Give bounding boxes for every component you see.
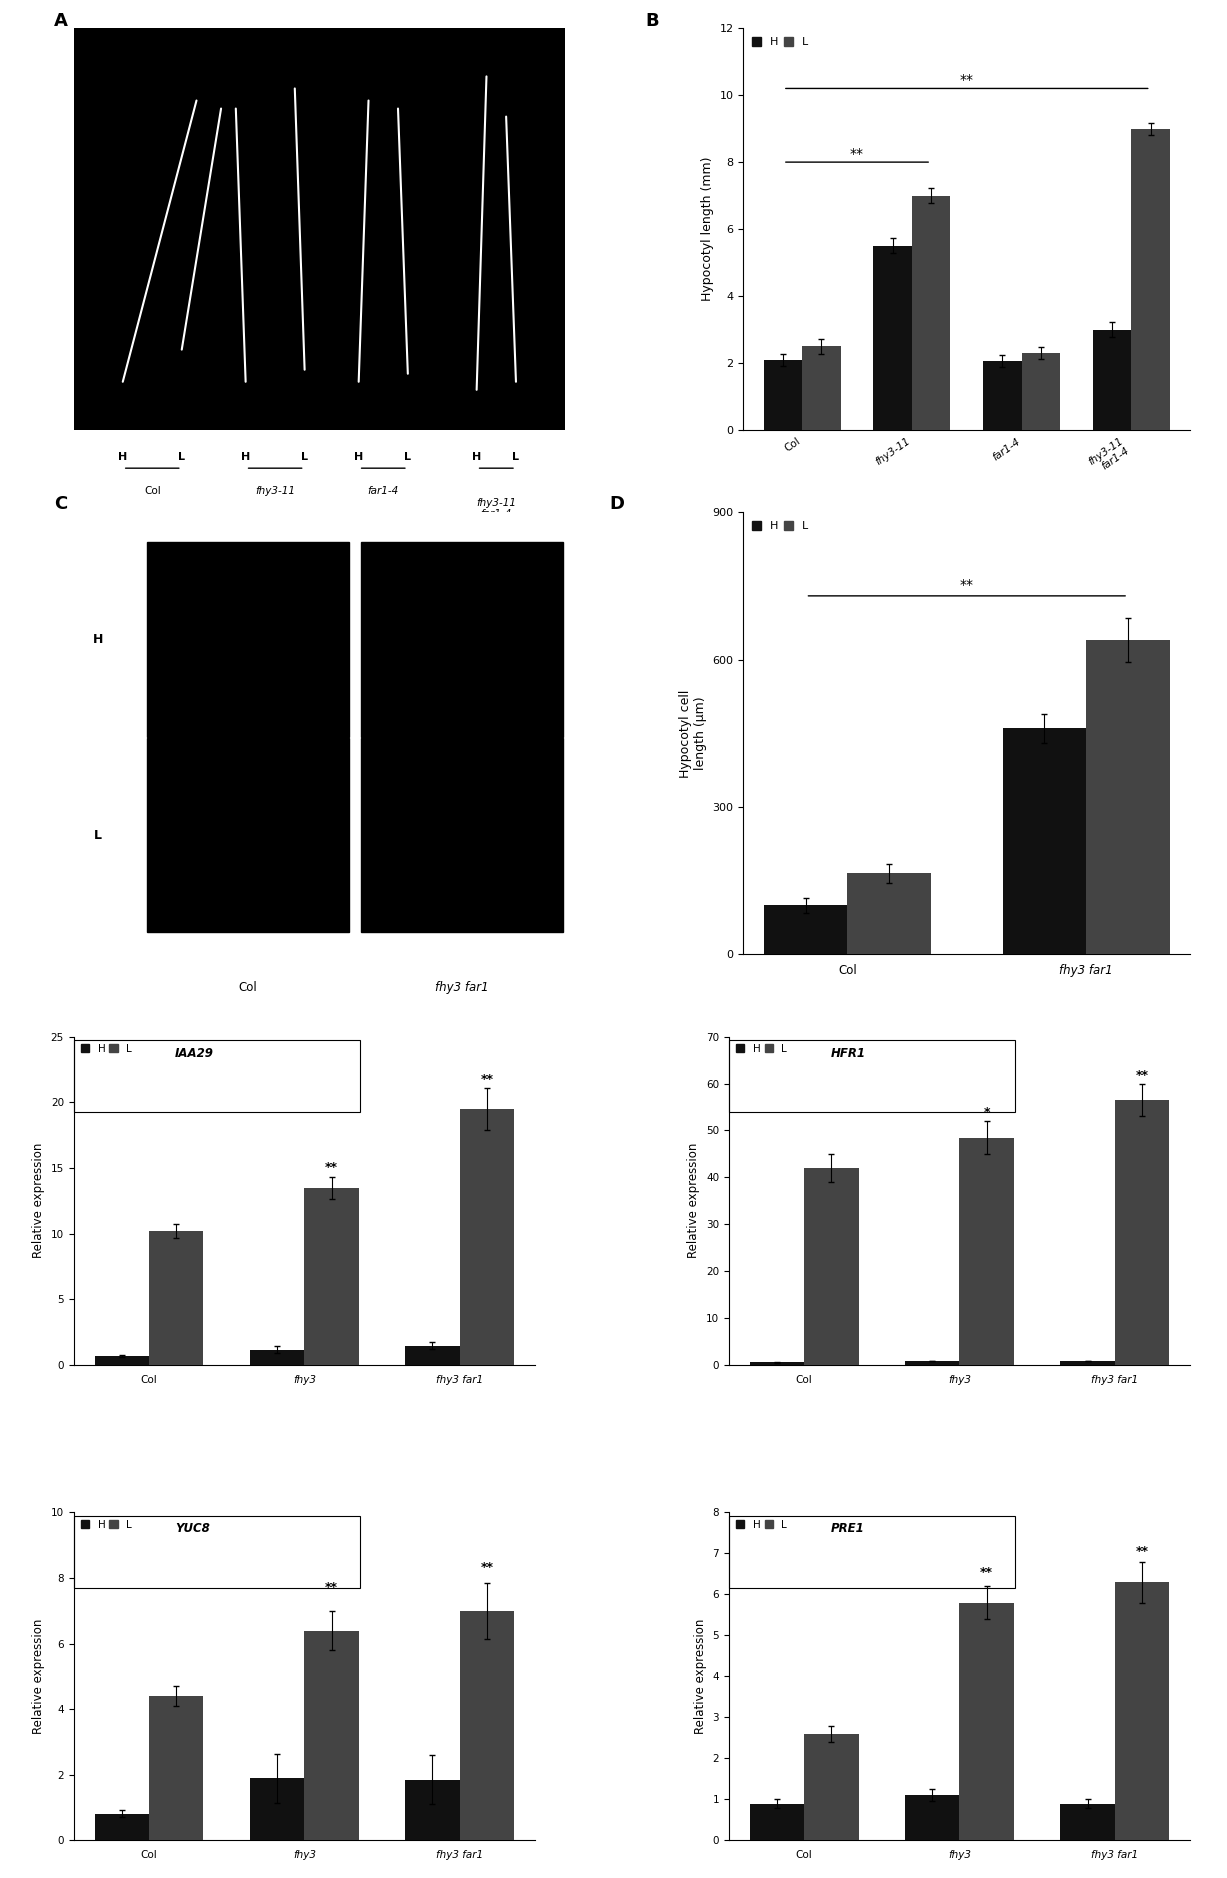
Y-axis label: Hypocotyl length (mm): Hypocotyl length (mm) <box>701 158 714 300</box>
Bar <box>304 1187 358 1365</box>
Bar <box>1060 1803 1115 1840</box>
Text: L: L <box>405 453 411 462</box>
Bar <box>960 1138 1014 1365</box>
Y-axis label: Relative expression: Relative expression <box>694 1619 707 1733</box>
Bar <box>460 1108 514 1365</box>
Text: YUC8: YUC8 <box>175 1523 210 1534</box>
Bar <box>1060 1362 1115 1365</box>
Text: **: ** <box>960 73 974 88</box>
Legend: H, L: H, L <box>79 1042 134 1055</box>
Text: L: L <box>178 453 185 462</box>
Text: H: H <box>118 453 128 462</box>
Bar <box>405 1780 460 1840</box>
Bar <box>906 1362 960 1365</box>
Text: C: C <box>54 494 67 513</box>
Bar <box>460 1611 514 1840</box>
Text: **: ** <box>480 1072 493 1085</box>
Text: IAA29: IAA29 <box>175 1046 213 1059</box>
Legend: H, L: H, L <box>734 1042 789 1055</box>
Text: H: H <box>472 453 481 462</box>
Text: L: L <box>513 453 519 462</box>
Text: fhy3-11: fhy3-11 <box>255 486 296 496</box>
Bar <box>147 543 348 736</box>
Bar <box>750 1803 804 1840</box>
Text: PRE1: PRE1 <box>831 1523 864 1534</box>
Text: Col: Col <box>144 486 161 496</box>
Text: D: D <box>610 494 625 513</box>
Text: **: ** <box>1135 1546 1148 1559</box>
Bar <box>148 1230 204 1365</box>
Text: *: * <box>983 1106 990 1119</box>
Y-axis label: Hypocotyl cell
length (µm): Hypocotyl cell length (µm) <box>679 689 707 777</box>
Text: fhy3 far1: fhy3 far1 <box>436 980 488 993</box>
Bar <box>906 1795 960 1840</box>
Bar <box>1131 128 1169 430</box>
Bar <box>148 1696 204 1840</box>
Text: fhy3-11
far1-4: fhy3-11 far1-4 <box>476 498 517 518</box>
Text: **: ** <box>850 146 864 162</box>
Bar <box>802 346 840 430</box>
Bar <box>361 738 563 931</box>
Text: B: B <box>645 11 659 30</box>
Text: L: L <box>94 828 102 841</box>
Bar <box>804 1733 859 1840</box>
Legend: H, L: H, L <box>79 1517 134 1532</box>
Text: Col: Col <box>239 980 258 993</box>
Bar <box>1115 1101 1169 1365</box>
Text: A: A <box>54 11 67 30</box>
Bar <box>983 361 1022 430</box>
Bar <box>304 1630 358 1840</box>
Bar <box>874 246 912 430</box>
Bar <box>912 195 951 430</box>
Bar <box>94 1814 148 1840</box>
Text: H: H <box>355 453 363 462</box>
Text: **: ** <box>325 1581 337 1594</box>
Bar <box>1086 640 1169 954</box>
Bar <box>750 1362 804 1365</box>
Bar <box>848 873 931 954</box>
Text: **: ** <box>980 1566 993 1579</box>
Bar <box>960 1602 1014 1840</box>
Text: **: ** <box>1135 1069 1148 1082</box>
Bar <box>1002 729 1086 954</box>
Text: L: L <box>301 453 308 462</box>
Bar <box>250 1778 304 1840</box>
Text: **: ** <box>960 578 974 592</box>
Bar <box>147 738 348 931</box>
Y-axis label: Relative expression: Relative expression <box>687 1144 701 1258</box>
Bar <box>405 1347 460 1365</box>
Legend: H, L: H, L <box>748 34 811 51</box>
Text: **: ** <box>480 1561 493 1574</box>
Y-axis label: Relative expression: Relative expression <box>32 1619 45 1733</box>
Legend: H, L: H, L <box>748 518 811 535</box>
Bar <box>250 1350 304 1365</box>
Text: H: H <box>93 633 103 646</box>
Text: **: ** <box>325 1161 337 1174</box>
Bar <box>804 1168 859 1365</box>
Bar <box>1022 353 1060 430</box>
Bar <box>763 905 848 954</box>
Bar <box>763 361 802 430</box>
Y-axis label: Relative expression: Relative expression <box>32 1144 45 1258</box>
Bar <box>361 543 563 736</box>
Bar <box>1093 329 1131 430</box>
Text: far1-4: far1-4 <box>368 486 399 496</box>
Text: H: H <box>240 453 250 462</box>
Bar <box>1115 1581 1169 1840</box>
Text: HFR1: HFR1 <box>831 1046 865 1059</box>
Bar <box>94 1356 148 1365</box>
Legend: H, L: H, L <box>734 1517 789 1532</box>
